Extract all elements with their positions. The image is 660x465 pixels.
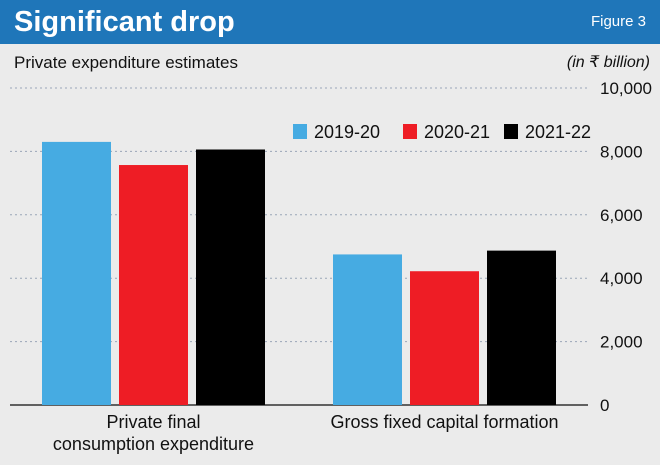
legend-swatch <box>403 124 417 139</box>
y-tick-label: 2,000 <box>600 333 643 352</box>
legend-label: 2021-22 <box>525 122 591 142</box>
chart-header: Significant drop Figure 3 <box>0 0 660 44</box>
bar <box>410 271 479 405</box>
legend-label: 2019-20 <box>314 122 380 142</box>
bar <box>333 254 402 405</box>
legend-swatch <box>293 124 307 139</box>
legend-swatch <box>504 124 518 139</box>
y-tick-label: 8,000 <box>600 142 643 161</box>
category-label: consumption expenditure <box>53 434 254 454</box>
bar <box>487 250 556 405</box>
category-label: Gross fixed capital formation <box>330 412 558 432</box>
bar <box>119 165 188 405</box>
y-tick-label: 4,000 <box>600 269 643 288</box>
chart-subtitle: Private expenditure estimates <box>14 53 238 72</box>
bar <box>196 149 265 405</box>
y-tick-label: 10,000 <box>600 79 652 98</box>
category-label: Private final <box>106 412 200 432</box>
y-tick-label: 0 <box>600 396 609 415</box>
chart-title: Significant drop <box>14 6 235 38</box>
legend-label: 2020-21 <box>424 122 490 142</box>
bar <box>42 141 111 405</box>
unit-label: (in ₹ billion) <box>566 54 650 71</box>
y-tick-label: 6,000 <box>600 206 643 225</box>
figure-label: Figure 3 <box>590 13 646 30</box>
